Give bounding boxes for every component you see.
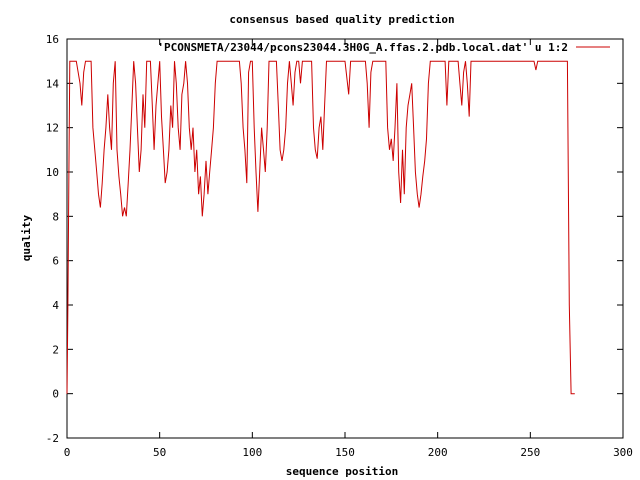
x-axis-label: sequence position [286, 465, 399, 478]
y-tick-label: 2 [52, 343, 59, 356]
y-tick-label: 4 [52, 299, 59, 312]
x-tick-label: 150 [335, 446, 355, 459]
y-tick-label: 8 [52, 210, 59, 223]
chart-title: consensus based quality prediction [229, 13, 454, 26]
y-tick-label: -2 [46, 432, 59, 445]
x-tick-label: 200 [428, 446, 448, 459]
y-tick-label: 16 [46, 33, 59, 46]
plot-frame [66, 38, 624, 439]
x-tick-label: 250 [520, 446, 540, 459]
x-tick-label: 0 [64, 446, 71, 459]
y-tick-label: 6 [52, 255, 59, 268]
tick-labels: 0 50 100 150 200 250 300 -2 0 2 4 6 8 10 12 14 16 [46, 33, 633, 459]
y-tick-label: 12 [46, 122, 59, 135]
y-tick-label: 0 [52, 388, 59, 401]
x-tick-label: 300 [613, 446, 633, 459]
y-tick-label: 10 [46, 166, 59, 179]
series-line [66, 60, 575, 395]
axis-ticks [66, 38, 624, 439]
x-tick-label: 100 [242, 446, 262, 459]
legend: 'PCONSMETA/23044/pcons23044.3H0G_A.ffas.… [157, 41, 610, 54]
legend-label: 'PCONSMETA/23044/pcons23044.3H0G_A.ffas.… [157, 41, 568, 54]
x-tick-label: 50 [153, 446, 166, 459]
y-tick-label: 14 [46, 77, 60, 90]
y-axis-label: quality [20, 214, 33, 261]
